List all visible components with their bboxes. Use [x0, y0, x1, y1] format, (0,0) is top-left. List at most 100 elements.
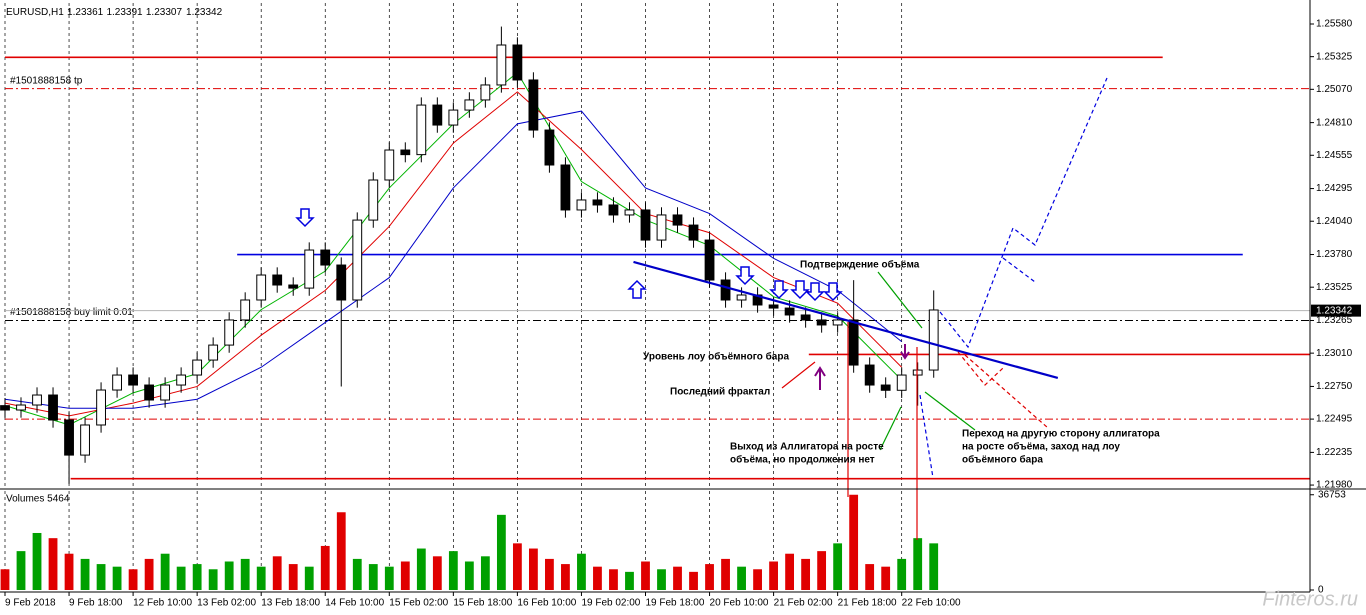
candle-body	[32, 394, 42, 406]
volume-bar	[545, 558, 554, 590]
signal-arrows	[295, 208, 843, 302]
signal-arrow	[805, 282, 825, 302]
y-tick-label: 1.25070	[1316, 84, 1353, 95]
header: EURUSD,H1 1.23361 1.23391 1.23307 1.23342	[6, 7, 223, 18]
x-tick-label: 13 Feb 02:00	[197, 598, 256, 609]
volume-bar	[16, 551, 26, 590]
y-tick-label: 36753	[1318, 489, 1346, 500]
y-tick-label: 1.25325	[1316, 51, 1353, 62]
x-tick-label: 19 Feb 18:00	[645, 598, 704, 609]
candle-body	[240, 299, 251, 321]
y-tick-label: 1.23780	[1316, 249, 1353, 260]
volume-bar	[144, 558, 154, 590]
x-tick-label: 19 Feb 02:00	[581, 598, 640, 609]
candle-body	[384, 149, 395, 181]
candle-body	[64, 419, 74, 456]
volume-bar	[32, 532, 42, 590]
volume-bar	[496, 514, 506, 590]
signal-arrow	[790, 280, 810, 300]
candle-body	[736, 294, 747, 301]
volume-bar	[625, 571, 634, 590]
annotation: Переход на другую сторону аллигатора	[962, 429, 1160, 440]
candle-body	[512, 44, 523, 81]
x-tick-label: 15 Feb 02:00	[389, 598, 448, 609]
candle-body	[592, 199, 603, 206]
candle-body	[352, 219, 363, 301]
candle-body	[256, 274, 267, 301]
candle-body	[720, 279, 731, 301]
signal-arrow	[823, 282, 843, 302]
candle-body	[288, 284, 299, 289]
x-tick-label: 20 Feb 10:00	[710, 598, 769, 609]
volume-bar	[176, 566, 186, 590]
volume-bar	[721, 558, 730, 590]
volume-bar	[897, 558, 907, 590]
pointer	[879, 406, 902, 451]
candle-body	[896, 374, 907, 391]
candle-body	[224, 319, 235, 346]
candle-body	[416, 104, 427, 156]
volume-bar	[448, 551, 458, 590]
y-tick-label: 1.23525	[1316, 282, 1353, 293]
x-tick-label: 9 Feb 18:00	[69, 598, 123, 609]
volume-bar	[0, 569, 10, 590]
last-price-label: 1.23342	[1316, 305, 1353, 316]
candle-body	[128, 374, 139, 386]
annotation: Выход из Аллигатора на росте	[730, 442, 884, 453]
volume-bar	[96, 564, 106, 590]
low: 1.23307	[146, 7, 183, 18]
volume-bar	[705, 564, 714, 590]
annotation: объёма, но продолжения нет	[730, 454, 875, 466]
candle-body	[368, 179, 379, 221]
x-tick-label: 13 Feb 18:00	[261, 598, 320, 609]
x-tick-label: 14 Feb 10:00	[325, 598, 384, 609]
volume-bar	[80, 558, 90, 590]
volume-bar	[128, 569, 138, 590]
signal-arrow	[295, 208, 315, 228]
symbol: EURUSD,H1	[6, 7, 64, 18]
projection-red	[957, 351, 1004, 386]
volume-bar	[224, 561, 234, 590]
candle-body	[560, 164, 571, 211]
candle-body	[864, 364, 875, 386]
volume-bar	[64, 553, 74, 590]
volume-bar	[240, 558, 250, 590]
volume-bar	[208, 569, 218, 590]
x-tick-label: 21 Feb 02:00	[774, 598, 833, 609]
drawings	[781, 77, 1108, 540]
candle-body	[624, 209, 635, 216]
level-label: #1501888158 buy limit 0.01	[10, 307, 133, 318]
volume-bar	[929, 543, 939, 590]
y-tick-label: 1.22495	[1316, 414, 1353, 425]
last-price-box	[1311, 304, 1361, 317]
plot: #1501888158 tp #1501888158 buy limit 0.01	[0, 26, 1310, 590]
candle-body	[672, 214, 683, 226]
volume-bar	[785, 553, 795, 590]
candle-body	[640, 209, 651, 241]
x-tick-label: 16 Feb 10:00	[517, 598, 576, 609]
candle-body	[272, 274, 283, 286]
candle-body	[576, 199, 587, 211]
volume-bar	[657, 569, 666, 590]
volume-bar	[593, 566, 602, 590]
alligator-line	[4, 91, 903, 417]
candle-body	[304, 249, 315, 289]
fractal-arrow	[900, 344, 910, 360]
volume-bar	[192, 564, 202, 590]
volume-bar	[673, 566, 682, 590]
volume-bar	[881, 566, 891, 590]
signal-arrow	[735, 266, 755, 286]
candle-body	[320, 249, 331, 266]
volume-bar	[256, 566, 266, 590]
close: 1.23342	[186, 7, 223, 18]
candle-body	[336, 264, 347, 301]
projection-down	[919, 394, 934, 479]
candle-body	[144, 384, 155, 401]
y-tick-label: 1.22750	[1316, 381, 1353, 392]
high: 1.23391	[106, 7, 143, 18]
volume-bar	[913, 538, 923, 590]
candle-body	[928, 309, 939, 371]
volume-bar	[272, 556, 282, 590]
